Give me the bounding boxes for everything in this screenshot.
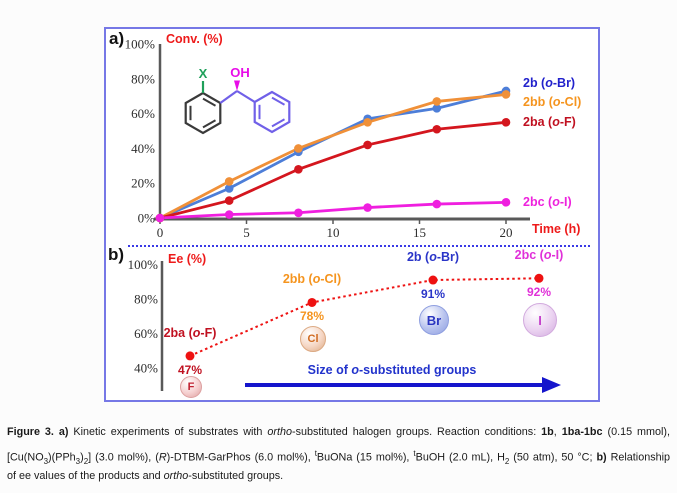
panel-a-y-tick: 0% xyxy=(138,211,156,226)
figure-caption: Figure 3. a) Kinetic experiments of subs… xyxy=(7,421,670,487)
ee-point-2b-o-br xyxy=(428,275,438,285)
figure-box: 0% 20% 40% 60% 80% 100% 0 5 10 15 20 40% 60% 80% 100% … xyxy=(104,27,600,402)
caption-line-2: [Cu(NO3)(PPh3)2] (3.0 mol%), (R)-DTBM-Ga… xyxy=(7,449,671,466)
data-point-2bb-o-cl xyxy=(363,118,372,127)
ee-point-2bb-o-cl xyxy=(307,297,317,307)
panel-divider xyxy=(128,245,590,247)
point-label-2b-o-br: 2b (o-Br) xyxy=(406,250,460,265)
panel-a-label: a) xyxy=(109,29,125,48)
data-point-2ba-o-f xyxy=(294,164,303,174)
data-point-2bc-o-i xyxy=(224,210,234,219)
ee-point-2ba-o-f xyxy=(185,351,195,361)
panel-a-x-tick: 0 xyxy=(157,225,164,240)
data-point-2bc-o-i xyxy=(155,213,165,223)
ee-value-2bc-o-i: 92% xyxy=(526,285,552,300)
data-point-2ba-o-f xyxy=(501,118,511,127)
left-benzene-ring xyxy=(184,91,222,135)
oh-wedge-bond xyxy=(234,80,240,91)
data-point-2bb-o-cl xyxy=(432,97,442,106)
size-arrow-head xyxy=(542,377,561,393)
series-line-2ba-o-f xyxy=(159,120,507,220)
caption-line-1: Figure 3. a) Kinetic experiments of subs… xyxy=(7,426,671,438)
panel-b-y-tick: 60% xyxy=(134,326,158,341)
data-point-2bc-o-i xyxy=(363,203,372,212)
point-label-2bc-o-i: 2bc (o-I) xyxy=(514,248,564,263)
panel-b-y-tick: 100% xyxy=(128,257,159,272)
ee-axis-title: Ee (%) xyxy=(168,252,207,266)
panel-a-x-tick: 10 xyxy=(327,225,340,240)
data-point-2ba-o-f xyxy=(432,124,442,134)
panel-a-y-tick: 40% xyxy=(131,141,155,156)
panel-a-x-tick: 20 xyxy=(500,225,513,240)
halogen-bubble-br: Br xyxy=(419,305,449,335)
halogen-bubble-i: I xyxy=(523,303,557,337)
point-label-2ba-o-f: 2ba (o-F) xyxy=(163,325,217,340)
data-point-2ba-o-f xyxy=(224,196,234,205)
series-line-2bb-o-cl xyxy=(159,93,507,220)
data-point-2bb-o-cl xyxy=(501,90,511,99)
data-point-2ba-o-f xyxy=(363,140,372,150)
halogen-bubble-cl: Cl xyxy=(300,326,326,352)
ee-value-2ba-o-f: 47% xyxy=(177,362,203,377)
hydroxyl-label: OH xyxy=(230,65,250,80)
data-point-2b-o-br xyxy=(224,184,234,193)
data-point-2b-o-br xyxy=(432,104,442,113)
point-label-2bb-o-cl: 2bb (o-Cl) xyxy=(282,272,342,287)
carbon-to-ring-bond xyxy=(236,90,256,103)
panel-a-y-tick: 80% xyxy=(131,71,155,86)
halogen-bubble-f: F xyxy=(180,376,202,398)
molecule-structure: X OH xyxy=(184,65,291,135)
panel-b-y-tick: 40% xyxy=(134,361,158,376)
conv-axis-title: Conv. (%) xyxy=(166,32,223,46)
data-point-2bc-o-i xyxy=(501,198,511,207)
panel-b-label: b) xyxy=(108,245,125,264)
data-point-2bb-o-cl xyxy=(294,144,303,153)
time-axis-title: Time (h) xyxy=(532,222,581,236)
size-arrow-label: Size of o-substituted groups xyxy=(307,363,477,377)
legend-2ba-o-f: 2ba (o-F) xyxy=(523,115,576,129)
panel-a-x-tick: 5 xyxy=(243,225,250,240)
panel-a-y-tick: 60% xyxy=(131,106,155,121)
ee-value-2bb-o-cl: 78% xyxy=(299,309,325,324)
data-point-2bc-o-i xyxy=(294,208,303,218)
right-benzene-ring xyxy=(253,90,291,134)
ee-point-2bc-o-i xyxy=(534,273,544,283)
data-point-2bb-o-cl xyxy=(224,177,234,186)
figure-inner: 0% 20% 40% 60% 80% 100% 0 5 10 15 20 40% 60% 80% 100% … xyxy=(104,27,598,400)
ee-value-2b-o-br: 91% xyxy=(420,287,446,302)
caption-line-3: of ee values of the products and ortho-s… xyxy=(7,470,284,482)
panel-a-y-tick: 100% xyxy=(125,37,156,52)
legend-2bc-o-i: 2bc (o-I) xyxy=(523,195,572,209)
panel-b-y-tick: 80% xyxy=(134,292,158,307)
ring-to-carbon-bond xyxy=(219,90,238,104)
panel-a-y-tick: 20% xyxy=(131,176,155,191)
ee-trend-line xyxy=(189,277,540,357)
panel-a-x-tick: 15 xyxy=(413,225,426,240)
legend-2b-o-br: 2b (o-Br) xyxy=(523,76,576,90)
figure-chart-svg: 0% 20% 40% 60% 80% 100% 0 5 10 15 20 40% 60% 80% 100% xyxy=(125,37,561,393)
substituent-x-label: X xyxy=(199,66,208,81)
series-line-2bc-o-i xyxy=(159,200,507,220)
legend-2bb-o-cl: 2bb (o-Cl) xyxy=(523,95,582,109)
data-point-2bc-o-i xyxy=(432,199,442,209)
